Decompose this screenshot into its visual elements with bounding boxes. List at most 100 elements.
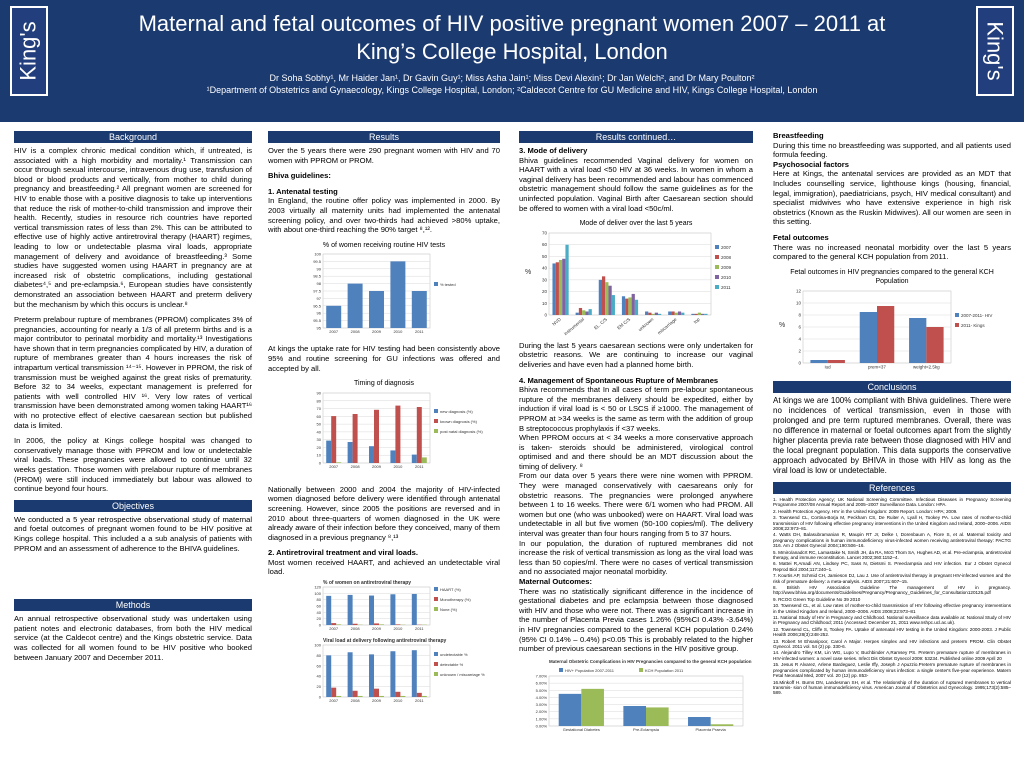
conclusions-paragraph: At kings we are 100% compliant with Bhiv… [773,395,1011,475]
reference-item: 4. Watts DH, Balasubramanian R, Maupin R… [773,532,1011,549]
results-cont-paragraph-2: During the last 5 years caesarean sectio… [519,340,753,369]
timing-diagnosis-chart: 0 10 20 30 40 50 60 70 80 90 2007 2008 2009 2010 2011 n… [317,390,484,469]
results-cont-paragraph-3: Bhiva recommends that In all cases of te… [519,385,753,433]
x-tick-label: NVD [551,316,562,326]
bar [694,313,698,315]
legend-swatch [559,667,563,672]
y-tick-label: 96 [317,311,322,316]
legend-label: None (%) [440,607,458,612]
y-tick-label: 20 [317,684,322,689]
bar [691,313,695,315]
legend-label: KCH Population 2011 [645,668,684,673]
background-paragraph-3: In 2006, the policy at Kings college hos… [14,436,252,494]
references-heading: References [773,481,1011,494]
bar [352,413,358,463]
y-tick-label: 50 [542,254,548,259]
bar [909,317,927,363]
conclusions-heading: Conclusions [773,380,1011,393]
reference-item: 14. Alejandro Tilley KM, Lin WG, Lupo V,… [773,650,1011,661]
y-axis-label: % [525,269,531,276]
results-cont-paragraph-6: In our population, the duration of ruptu… [519,538,753,577]
bar [378,624,384,626]
y-tick-label: 0.00% [536,723,548,728]
bar [336,624,342,626]
legend-label: Monotherapy (%) [440,597,471,602]
bar [681,312,685,315]
legend-swatch [955,322,959,327]
y-tick-label: 0 [544,312,547,317]
objectives-heading: Objectives [14,499,252,512]
bar [810,359,828,363]
legend-swatch [715,274,719,279]
affiliations: ¹Department of Obstetrics and Gynaecolog… [206,85,818,95]
bar [421,696,427,698]
bar [331,687,337,698]
references-list: 1. Health Protection Agency; UK National… [773,497,1011,696]
legend-label: 2011- Kings [961,323,985,328]
y-tick-label: 40 [317,610,322,615]
y-tick-label: 98.5 [313,274,322,279]
bar [605,281,609,315]
bar [421,457,427,463]
title-line-2: King’s College Hospital, London [356,39,668,64]
legend-label: unknown / miscarriage % [440,672,485,677]
bar [357,696,363,698]
bar [326,440,332,463]
y-tick-label: 12 [796,288,802,293]
bar [701,313,705,315]
bar [658,313,662,315]
bar [416,692,422,698]
reference-item: 9. RCOG Green Top Guideline No 39 2010 [773,596,861,602]
bar [581,688,604,726]
legend-swatch [639,667,643,672]
legend-label: post natal diagnosis (%) [440,429,483,434]
bar [674,312,678,315]
bar [390,261,406,329]
bar [326,655,332,698]
x-tick-label: 2010 [393,329,403,334]
bar [634,299,639,315]
bar [654,312,659,315]
bar [688,716,711,726]
x-tick-label: 2008 [351,464,361,469]
x-tick-label: top [693,316,701,324]
hiv-testing-chart: 95 95.5 96 96.5 97 97.5 98 98.5 99 99.5 100 2007 200… [313,252,455,335]
legend-swatch [434,408,438,413]
results-continued-heading: Results continued… [519,131,753,143]
bar [611,294,615,315]
bar [646,707,669,726]
bar [628,297,632,315]
x-tick-label: 2009 [372,698,382,703]
bar [352,690,358,698]
y-tick-label: 60 [317,663,322,668]
y-tick-label: 95 [317,326,322,331]
y-tick-label: 100 [314,591,321,596]
legend-swatch [434,597,438,602]
y-tick-label: 0 [798,360,801,365]
bar [558,259,563,315]
bar [585,311,589,315]
bar [552,263,556,315]
x-tick-label: Placenta Praevia [696,727,727,732]
y-tick-label: 99.5 [313,259,322,264]
legend-swatch [955,312,959,317]
y-tick-label: 0 [319,695,322,700]
bar [588,308,592,315]
bar [331,623,337,626]
y-tick-label: 20 [317,445,322,450]
mode-of-delivery-chart: 0 10 20 30 40 50 60 70% NVD instrumental EL. C/S EM… [525,230,732,336]
legend-swatch [434,282,438,287]
bar [411,650,417,698]
y-tick-label: 98 [317,281,322,286]
y-tick-label: 2 [798,348,801,353]
logo-text: King's [983,21,1009,81]
column-2: Results Over the 5 years there were 290 … [268,131,500,761]
bar [369,595,375,626]
y-tick-label: 70 [317,406,322,411]
bar [378,696,384,698]
fetal-outcomes-chart: 0 2 4 6 8 10 12% iud prem<37 weight<2.5kg 2007-201… [779,288,992,369]
bar [369,654,375,698]
y-tick-label: 30 [542,277,548,282]
x-tick-label: iud [825,364,832,369]
bar [859,311,877,363]
